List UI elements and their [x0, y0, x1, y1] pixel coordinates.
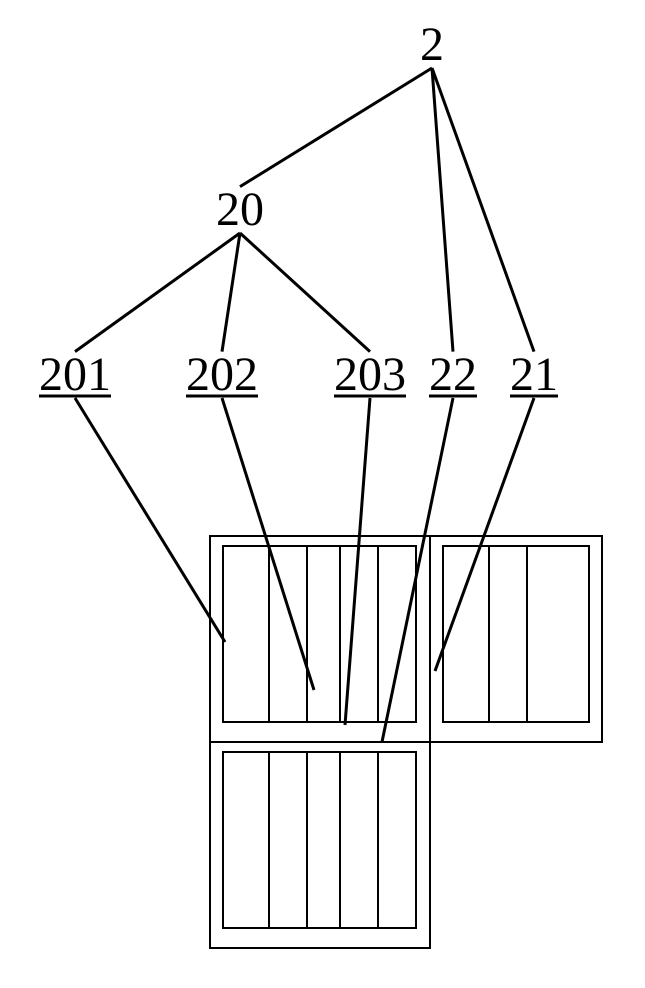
background: [0, 0, 645, 988]
node-label-n21: 21: [510, 348, 558, 401]
node-label-n201: 201: [39, 348, 111, 401]
node-label-n22: 22: [429, 348, 477, 401]
node-label-n203: 203: [334, 348, 406, 401]
node-label-n202: 202: [186, 348, 258, 401]
node-label-n20: 20: [216, 183, 264, 236]
node-label-n2: 2: [420, 18, 444, 71]
diagram-canvas: 2 20 201 202 203 22 21: [0, 0, 645, 988]
